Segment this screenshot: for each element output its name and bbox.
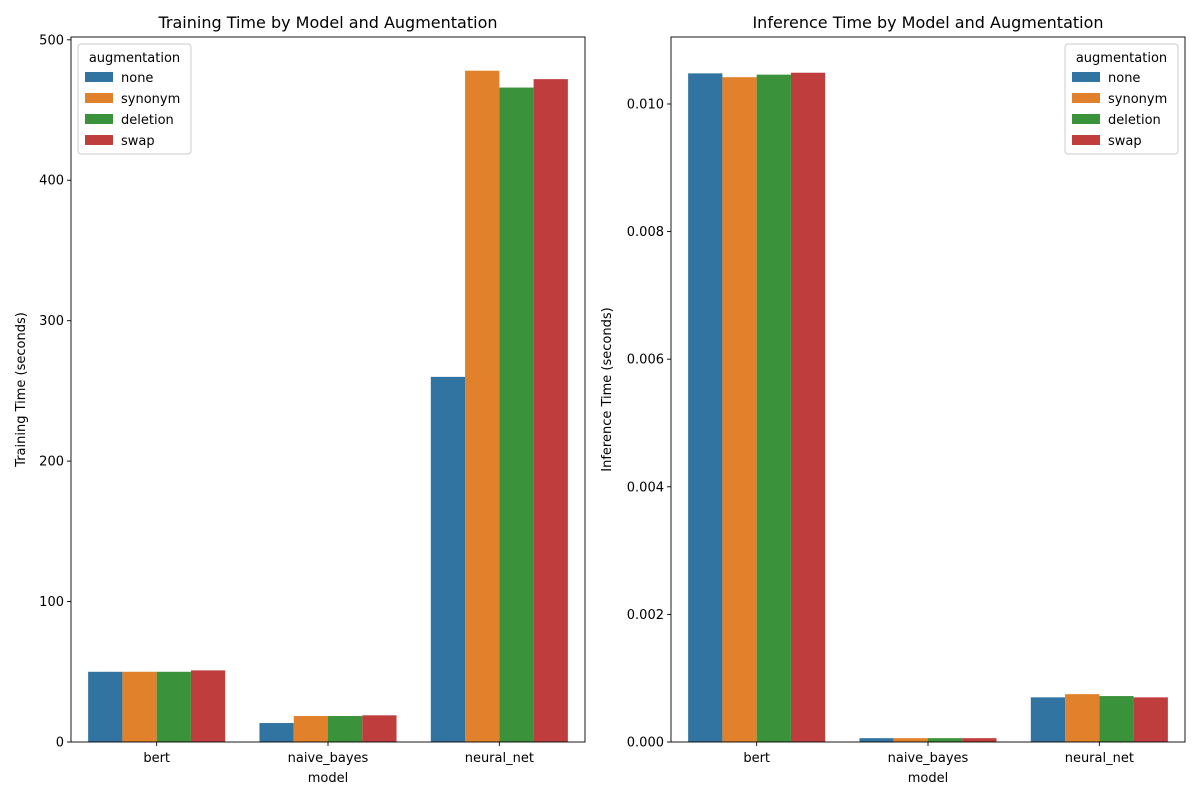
y-tick-label: 0 [56, 736, 64, 751]
bar-none-neural_net[interactable] [430, 376, 466, 742]
x-axis-label: model [308, 771, 348, 786]
x-axis-label: model [908, 771, 948, 786]
bar-none-naive_bayes[interactable] [859, 738, 894, 742]
training-time-chart: Training Time by Model and Augmentation 0… [14, 13, 586, 786]
legend-label-swap: swap [121, 134, 155, 149]
x-tick-label: neural_net [465, 751, 534, 766]
legend-label-deletion: deletion [121, 113, 174, 128]
bar-synonym-neural_net[interactable] [1065, 694, 1100, 742]
y-tick-label: 0.000 [627, 736, 664, 751]
bar-swap-naive_bayes[interactable] [362, 715, 397, 742]
x-tick-label: naive_bayes [288, 751, 369, 766]
chart-title: Inference Time by Model and Augmentation [752, 13, 1103, 32]
y-tick-label: 200 [39, 455, 64, 470]
bar-none-naive_bayes[interactable] [259, 723, 294, 742]
bar-none-neural_net[interactable] [1030, 697, 1066, 742]
legend-swatch-none [1072, 72, 1100, 82]
legend-title: augmentation [89, 51, 180, 66]
bar-none-bert[interactable] [688, 73, 723, 742]
bar-synonym-bert[interactable] [722, 77, 757, 742]
y-axis-label: Training Time (seconds) [14, 312, 29, 468]
y-axis-label: Inference Time (seconds) [600, 307, 615, 471]
bar-deletion-neural_net[interactable] [499, 87, 534, 743]
bar-synonym-neural_net[interactable] [465, 70, 500, 742]
x-tick-label: naive_bayes [888, 751, 969, 766]
y-tick-label: 0.006 [627, 353, 664, 368]
legend-swatch-synonym [1072, 93, 1100, 103]
bar-swap-bert[interactable] [190, 670, 226, 742]
bar-synonym-bert[interactable] [122, 671, 157, 742]
y-tick-label: 400 [39, 174, 64, 189]
legend-swatch-none [85, 72, 113, 82]
bar-none-bert[interactable] [88, 671, 123, 742]
y-tick-label: 100 [39, 595, 64, 610]
bar-synonym-naive_bayes[interactable] [293, 716, 328, 742]
bar-swap-neural_net[interactable] [1133, 697, 1168, 742]
legend-swatch-deletion [85, 114, 113, 124]
bar-deletion-bert[interactable] [156, 671, 191, 742]
legend-label-none: none [1108, 71, 1140, 86]
legend-label-none: none [121, 71, 153, 86]
y-tick-label: 0.002 [627, 608, 664, 623]
legend-box [77, 43, 192, 155]
legend-swatch-swap [85, 135, 113, 145]
legend-box [1064, 43, 1179, 155]
x-tick-label: bert [143, 751, 170, 766]
inference-time-chart: Inference Time by Model and Augmentation… [600, 13, 1186, 786]
x-tick-label: bert [743, 751, 770, 766]
bar-swap-naive_bayes[interactable] [962, 738, 997, 742]
legend: augmentation none synonym deletion swap [77, 43, 192, 155]
bar-deletion-naive_bayes[interactable] [928, 738, 963, 742]
legend-label-synonym: synonym [1108, 92, 1167, 107]
x-tick-label: neural_net [1065, 751, 1134, 766]
bar-deletion-bert[interactable] [756, 74, 791, 743]
y-tick-label: 0.010 [627, 97, 664, 112]
legend: augmentation none synonym deletion swap [1064, 43, 1179, 155]
bar-synonym-naive_bayes[interactable] [893, 738, 928, 742]
chart-title: Training Time by Model and Augmentation [157, 13, 497, 32]
legend-swatch-deletion [1072, 114, 1100, 124]
y-tick-label: 300 [39, 314, 64, 329]
legend-swatch-swap [1072, 135, 1100, 145]
legend-title: augmentation [1076, 51, 1167, 66]
legend-label-swap: swap [1108, 134, 1142, 149]
y-tick-label: 500 [39, 33, 64, 48]
bar-deletion-neural_net[interactable] [1099, 696, 1134, 742]
legend-swatch-synonym [85, 93, 113, 103]
y-tick-label: 0.008 [627, 225, 664, 240]
bar-deletion-naive_bayes[interactable] [328, 716, 363, 742]
bar-swap-neural_net[interactable] [533, 79, 568, 743]
bar-swap-bert[interactable] [790, 72, 826, 742]
y-tick-label: 0.004 [627, 480, 664, 495]
legend-label-deletion: deletion [1108, 113, 1161, 128]
legend-label-synonym: synonym [121, 92, 180, 107]
